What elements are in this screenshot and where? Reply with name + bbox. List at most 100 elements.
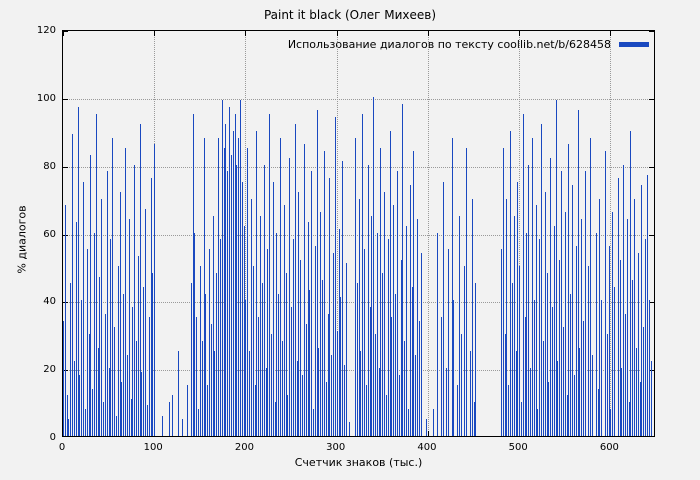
bar — [75, 222, 77, 436]
bar — [314, 246, 316, 436]
bar — [506, 198, 508, 436]
y-tick-mark — [63, 31, 68, 32]
bar — [553, 225, 555, 436]
bar — [291, 307, 293, 436]
bar — [457, 385, 459, 436]
bar — [451, 137, 453, 436]
bar — [260, 215, 262, 436]
bar — [258, 317, 260, 436]
y-axis-title: % диалогов — [15, 205, 29, 274]
y-tick-mark — [63, 166, 68, 168]
bar — [86, 249, 88, 436]
bar — [73, 361, 75, 436]
bar — [614, 286, 616, 436]
bar — [541, 123, 543, 436]
gridline-v — [245, 31, 247, 436]
bar — [303, 144, 305, 436]
x-tick-label: 100 — [143, 442, 163, 453]
bar — [161, 415, 163, 436]
bar — [70, 283, 72, 436]
bar — [639, 381, 641, 436]
y-tick-label: 100 — [36, 92, 56, 104]
bar — [84, 408, 86, 436]
bar — [398, 374, 400, 436]
y-tick-label: 60 — [43, 228, 56, 240]
bar — [537, 408, 539, 436]
y-tick-label: 120 — [36, 25, 56, 36]
bar — [575, 246, 577, 436]
y-tick-mark — [649, 436, 654, 437]
bar — [90, 154, 92, 436]
bar — [619, 259, 621, 436]
bar — [234, 113, 236, 436]
bar — [365, 385, 367, 436]
bar — [63, 320, 64, 436]
bar — [223, 147, 225, 436]
bar — [533, 300, 535, 436]
bar — [338, 229, 340, 436]
bar — [376, 232, 378, 436]
bar — [236, 164, 238, 436]
bar — [621, 368, 623, 436]
bar — [367, 164, 369, 436]
bar — [199, 266, 201, 436]
bar — [453, 300, 455, 436]
x-tick-mark — [427, 31, 429, 36]
bar — [592, 354, 594, 436]
bar — [433, 408, 435, 436]
bar — [520, 402, 522, 436]
bar — [340, 296, 342, 436]
bar — [312, 408, 314, 436]
bar — [404, 341, 406, 436]
bar — [360, 351, 362, 436]
bar — [126, 354, 128, 436]
bar — [106, 171, 108, 436]
bar — [294, 123, 296, 436]
bar — [271, 334, 272, 436]
bar — [562, 327, 564, 436]
bar — [646, 174, 648, 436]
bar — [114, 327, 116, 436]
bar — [415, 354, 417, 436]
bar — [325, 381, 327, 436]
bar — [375, 334, 376, 436]
bar — [530, 368, 532, 436]
y-tick-mark — [63, 98, 68, 100]
bar — [230, 154, 232, 436]
bar — [256, 130, 258, 436]
bar — [289, 157, 291, 436]
bar — [329, 178, 331, 436]
gridline-h — [63, 98, 654, 100]
bar — [595, 232, 597, 436]
bar — [265, 368, 267, 436]
bar — [522, 113, 524, 436]
bar — [278, 293, 280, 436]
bar — [555, 100, 557, 436]
bar — [302, 374, 304, 436]
bar — [460, 334, 462, 436]
bar — [128, 218, 130, 436]
bar — [371, 215, 373, 436]
chart-title: Paint it black (Олег Михеев) — [263, 8, 437, 22]
y-tick-label: 20 — [43, 364, 56, 376]
x-tick-mark — [63, 31, 64, 36]
bar — [373, 96, 375, 436]
bar — [281, 341, 283, 436]
bar — [447, 249, 449, 436]
bar — [154, 144, 156, 436]
bar — [307, 222, 309, 436]
bar — [221, 100, 223, 436]
bar — [393, 205, 395, 436]
bar — [440, 317, 442, 436]
bar — [66, 395, 68, 436]
bar — [464, 266, 466, 436]
bar — [245, 300, 247, 436]
bar — [101, 198, 103, 436]
bar — [95, 113, 97, 436]
bar — [342, 161, 344, 436]
gridline-v — [519, 31, 521, 436]
x-tick-label: 300 — [326, 442, 346, 453]
bar — [590, 137, 592, 436]
bar — [254, 385, 256, 436]
